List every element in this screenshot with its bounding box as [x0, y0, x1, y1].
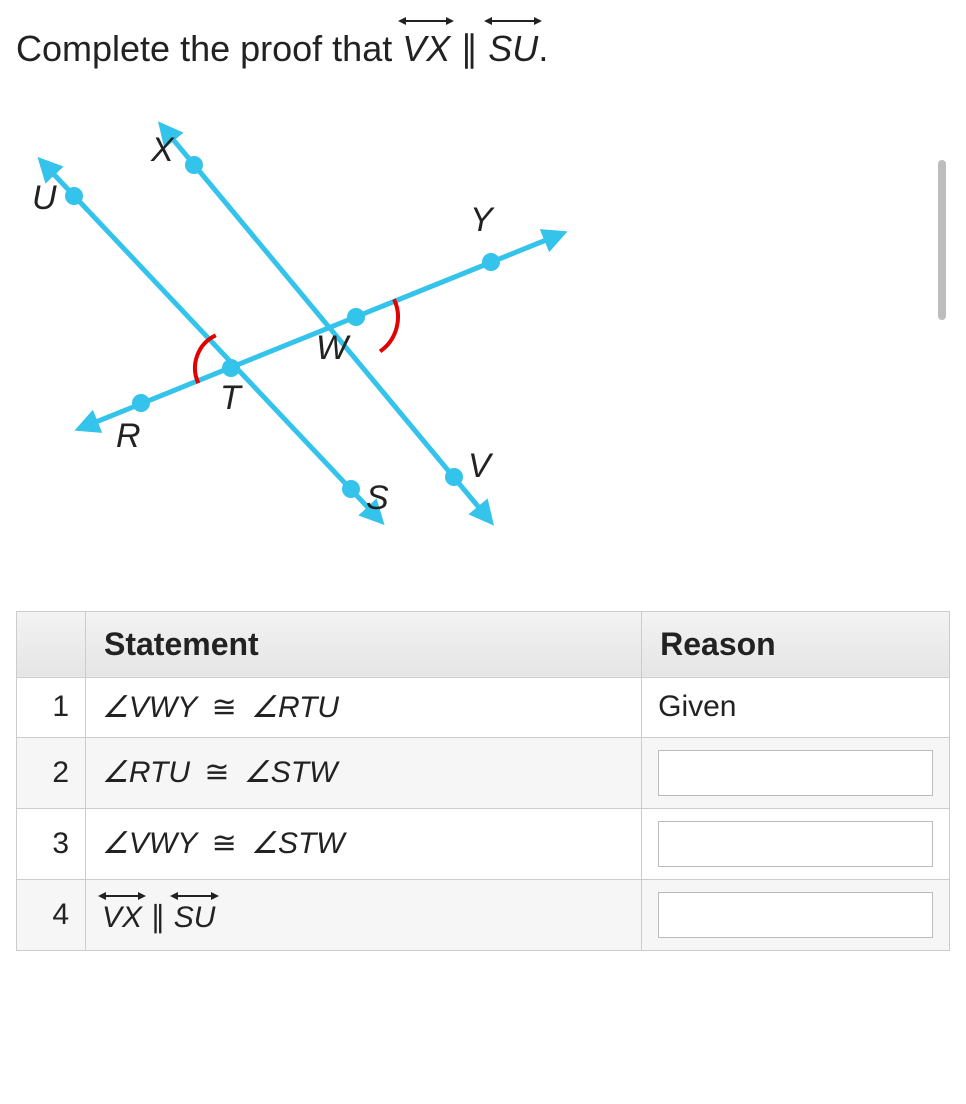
proof-table: Statement Reason 1∠VWY ≅ ∠RTUGiven2∠RTU … [16, 611, 950, 951]
reason-input[interactable] [658, 821, 933, 867]
line-su-label: SU [488, 28, 538, 69]
row-number: 2 [17, 737, 86, 808]
reason-cell: Given [642, 677, 950, 737]
table-row: 2∠RTU ≅ ∠STW [17, 737, 950, 808]
statement-cell: VX ∥ SU [86, 879, 642, 950]
reason-input[interactable] [658, 750, 933, 796]
line-vx-label: VX [402, 28, 450, 69]
prompt-suffix: . [538, 28, 548, 69]
label-Y: Y [470, 201, 495, 239]
row-number: 4 [17, 879, 86, 950]
header-num [17, 611, 86, 677]
prompt-prefix: Complete the proof that [16, 28, 402, 69]
line-vx-symbol: VX [402, 20, 450, 73]
line-su-symbol: SU [488, 20, 538, 73]
label-V: V [468, 447, 494, 485]
reason-input[interactable] [658, 892, 933, 938]
reason-cell [642, 879, 950, 950]
reason-cell [642, 808, 950, 879]
statement-cell: ∠VWY ≅ ∠RTU [86, 677, 642, 737]
label-X: X [150, 131, 175, 169]
point-S [342, 480, 360, 498]
page-container: Complete the proof that VX ∥ SU . U X Y W T R… [16, 20, 950, 951]
label-W: W [316, 329, 351, 367]
geometry-diagram: U X Y W T R V S [16, 101, 576, 581]
point-X [185, 156, 203, 174]
reason-cell [642, 737, 950, 808]
parallel-symbol: ∥ [460, 28, 488, 69]
point-R [132, 394, 150, 412]
table-row: 3∠VWY ≅ ∠STW [17, 808, 950, 879]
prompt-text: Complete the proof that VX ∥ SU . [16, 20, 950, 73]
row-number: 3 [17, 808, 86, 879]
scrollbar-thumb[interactable] [938, 160, 946, 320]
point-W [347, 308, 365, 326]
header-reason: Reason [642, 611, 950, 677]
header-statement: Statement [86, 611, 642, 677]
label-R: R [116, 417, 141, 455]
point-Y [482, 253, 500, 271]
statement-cell: ∠RTU ≅ ∠STW [86, 737, 642, 808]
table-row: 1∠VWY ≅ ∠RTUGiven [17, 677, 950, 737]
label-U: U [32, 179, 57, 217]
point-V [445, 468, 463, 486]
statement-cell: ∠VWY ≅ ∠STW [86, 808, 642, 879]
row-number: 1 [17, 677, 86, 737]
scrollbar-track[interactable] [938, 160, 946, 931]
point-T [222, 359, 240, 377]
label-T: T [220, 379, 243, 417]
table-row: 4VX ∥ SU [17, 879, 950, 950]
point-U [65, 187, 83, 205]
line-XV [166, 131, 486, 516]
label-S: S [366, 479, 389, 517]
